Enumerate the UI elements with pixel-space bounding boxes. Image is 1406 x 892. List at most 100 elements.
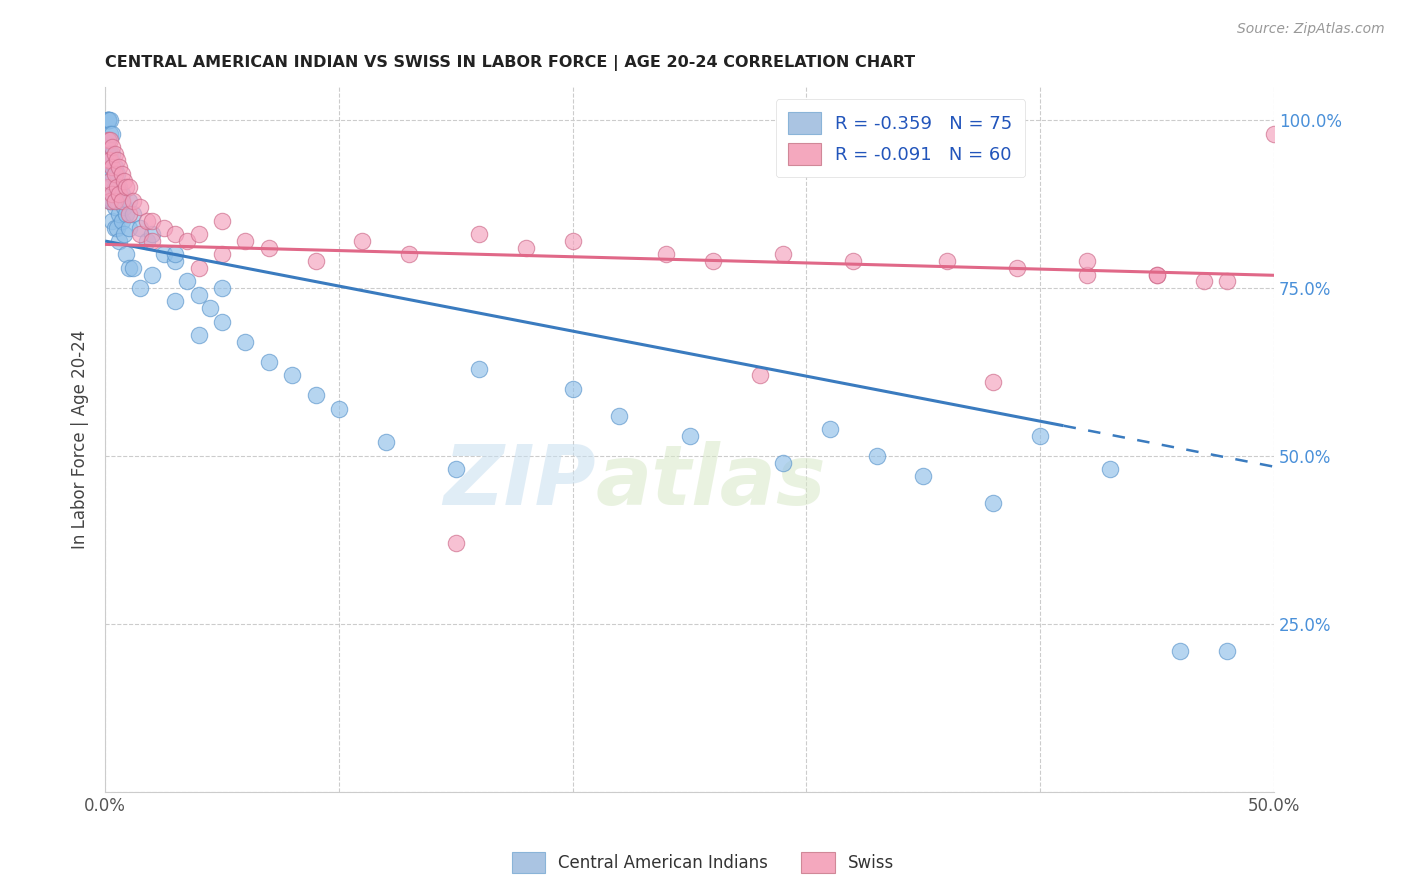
Point — [96, 113, 118, 128]
Point — [117, 194, 139, 208]
Point — [112, 201, 135, 215]
Point — [96, 113, 118, 128]
Point — [1076, 254, 1098, 268]
Point — [108, 160, 131, 174]
Point — [152, 247, 174, 261]
Point — [141, 268, 163, 282]
Point — [165, 227, 187, 242]
Point — [96, 113, 118, 128]
Point — [105, 180, 128, 194]
Point — [187, 227, 209, 242]
Point — [141, 227, 163, 242]
Point — [1146, 268, 1168, 282]
Point — [108, 180, 131, 194]
Point — [165, 294, 187, 309]
Point — [141, 234, 163, 248]
Point — [115, 180, 138, 194]
Point — [96, 113, 118, 128]
Point — [112, 173, 135, 187]
Point — [865, 449, 887, 463]
Point — [200, 301, 222, 316]
Point — [117, 180, 139, 194]
Point — [115, 247, 138, 261]
Point — [187, 260, 209, 275]
Point — [211, 315, 233, 329]
Point — [103, 220, 125, 235]
Point — [108, 207, 131, 221]
Point — [96, 153, 118, 168]
Point — [96, 113, 118, 128]
Point — [1192, 274, 1215, 288]
Point — [105, 153, 128, 168]
Point — [1146, 268, 1168, 282]
Point — [1263, 127, 1285, 141]
Point — [398, 247, 420, 261]
Point — [281, 368, 304, 383]
Point — [468, 361, 491, 376]
Point — [98, 180, 121, 194]
Point — [468, 227, 491, 242]
Point — [98, 173, 121, 187]
Point — [211, 214, 233, 228]
Point — [115, 207, 138, 221]
Point — [101, 194, 124, 208]
Point — [1216, 643, 1239, 657]
Point — [96, 133, 118, 147]
Point — [211, 281, 233, 295]
Point — [103, 180, 125, 194]
Point — [103, 194, 125, 208]
Point — [110, 187, 132, 202]
Point — [105, 220, 128, 235]
Point — [129, 281, 152, 295]
Text: CENTRAL AMERICAN INDIAN VS SWISS IN LABOR FORCE | AGE 20-24 CORRELATION CHART: CENTRAL AMERICAN INDIAN VS SWISS IN LABO… — [105, 55, 915, 71]
Point — [96, 160, 118, 174]
Legend: R = -0.359   N = 75, R = -0.091   N = 60: R = -0.359 N = 75, R = -0.091 N = 60 — [776, 99, 1025, 178]
Point — [176, 274, 198, 288]
Point — [842, 254, 865, 268]
Point — [1005, 260, 1028, 275]
Point — [136, 214, 159, 228]
Point — [444, 462, 467, 476]
Point — [678, 429, 700, 443]
Point — [117, 260, 139, 275]
Point — [235, 334, 257, 349]
Point — [187, 328, 209, 343]
Point — [101, 127, 124, 141]
Point — [152, 220, 174, 235]
Point — [1029, 429, 1052, 443]
Point — [98, 113, 121, 128]
Point — [304, 254, 326, 268]
Point — [165, 247, 187, 261]
Point — [101, 187, 124, 202]
Point — [103, 201, 125, 215]
Point — [122, 260, 145, 275]
Point — [98, 194, 121, 208]
Point — [117, 207, 139, 221]
Point — [101, 214, 124, 228]
Text: Source: ZipAtlas.com: Source: ZipAtlas.com — [1237, 22, 1385, 37]
Point — [101, 146, 124, 161]
Point — [235, 234, 257, 248]
Point — [129, 220, 152, 235]
Point — [103, 146, 125, 161]
Point — [108, 234, 131, 248]
Point — [912, 469, 935, 483]
Point — [983, 496, 1005, 510]
Point — [561, 382, 583, 396]
Point — [122, 194, 145, 208]
Point — [129, 201, 152, 215]
Point — [609, 409, 631, 423]
Point — [141, 214, 163, 228]
Point — [96, 146, 118, 161]
Point — [1216, 274, 1239, 288]
Point — [655, 247, 678, 261]
Point — [304, 388, 326, 402]
Point — [98, 194, 121, 208]
Point — [748, 368, 770, 383]
Point — [176, 234, 198, 248]
Y-axis label: In Labor Force | Age 20-24: In Labor Force | Age 20-24 — [72, 329, 89, 549]
Point — [110, 194, 132, 208]
Point — [103, 160, 125, 174]
Point — [110, 214, 132, 228]
Point — [352, 234, 374, 248]
